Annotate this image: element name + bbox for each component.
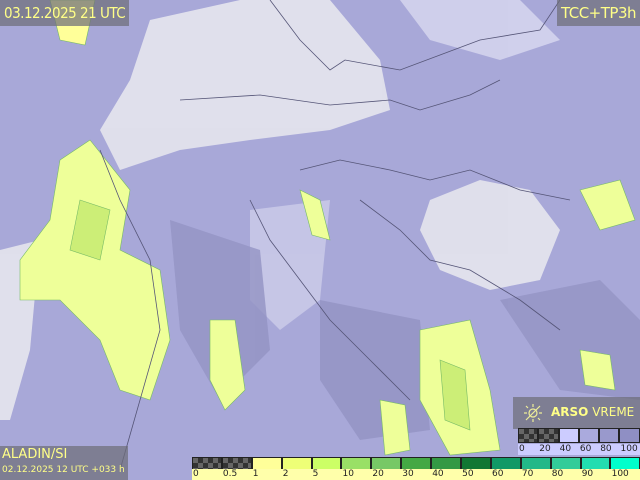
legend-tick: 40 xyxy=(432,469,444,479)
valid-time-label: 03.12.2025 21 UTC xyxy=(0,0,130,26)
legend-tick: 100 xyxy=(620,444,638,454)
legend-swatch xyxy=(518,428,539,443)
weather-logo-icon xyxy=(524,404,542,422)
model-run: 02.12.2025 12 UTC +033 h xyxy=(2,465,125,475)
legend-tick: 0 xyxy=(193,469,199,479)
legend-tick: 50 xyxy=(462,469,474,479)
legend-swatch xyxy=(578,428,600,443)
product-label: TCC+TP3h xyxy=(556,0,640,26)
model-name: ALADIN/SI xyxy=(2,447,68,462)
legend-swatch xyxy=(619,428,640,443)
legend-tick: 100 xyxy=(611,469,629,479)
cloud-cover-legend xyxy=(518,428,640,443)
legend-tick: 20 xyxy=(372,469,384,479)
legend-tick: 80 xyxy=(551,469,564,479)
legend-swatch xyxy=(599,428,620,443)
legend-tick: 5 xyxy=(312,469,319,479)
legend-swatch xyxy=(538,428,559,443)
legend-tick: 60 xyxy=(579,444,592,454)
legend-tick: 2 xyxy=(282,469,289,479)
cloud-cover-light xyxy=(0,0,560,420)
legend-tick: 80 xyxy=(600,444,612,454)
model-info: ALADIN/SI 02.12.2025 12 UTC +033 h xyxy=(0,446,128,480)
cloud-cover-ticks: 0 20 40 60 80 100 xyxy=(518,444,640,455)
legend-tick: 70 xyxy=(521,469,534,479)
legend-tick: 0 xyxy=(519,444,525,454)
legend-tick: 10 xyxy=(342,469,354,479)
legend-tick: 1 xyxy=(252,469,259,479)
legend-swatch xyxy=(558,428,579,443)
legend-tick: 20 xyxy=(539,444,551,454)
legend-tick: 60 xyxy=(492,469,504,479)
legend-tick: 40 xyxy=(559,444,572,454)
arso-brand: ARSO VREME xyxy=(513,397,640,429)
precipitation-legend xyxy=(192,457,640,472)
legend-tick: 0.5 xyxy=(222,469,238,479)
precipitation-ticks: 0 0.5 1 2 5 10 20 30 40 50 60 70 80 90 100 xyxy=(192,469,640,480)
legend-tick: 90 xyxy=(581,469,594,479)
legend-tick: 30 xyxy=(402,469,414,479)
precipitation-areas xyxy=(19,0,636,456)
brand-text: ARSO VREME xyxy=(551,405,635,419)
country-borders xyxy=(99,0,571,471)
